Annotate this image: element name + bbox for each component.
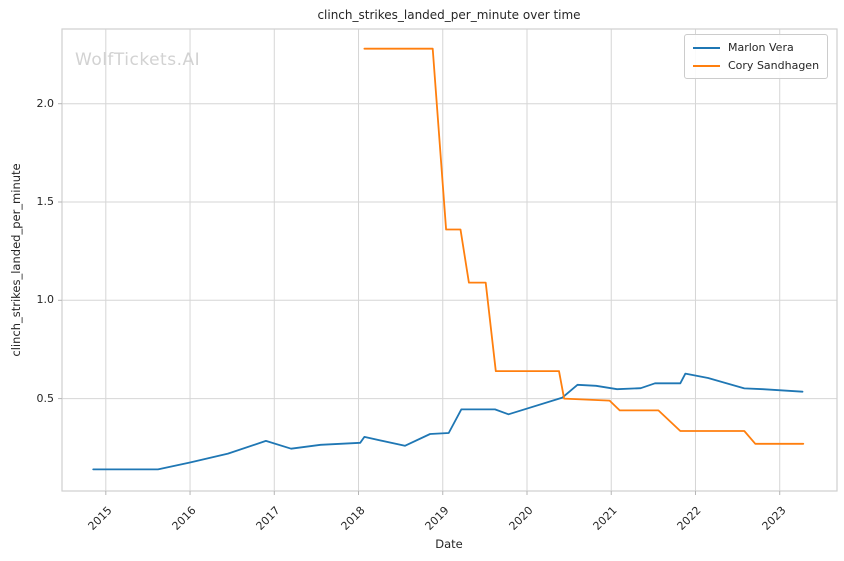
chart-title: clinch_strikes_landed_per_minute over ti… — [317, 8, 581, 22]
watermark: WolfTickets.AI — [75, 50, 201, 70]
legend-label-cory-sandhagen: Cory Sandhagen — [728, 59, 820, 72]
y-axis-label: clinch_strikes_landed_per_minute — [9, 163, 23, 357]
legend-item-cory-sandhagen: Cory Sandhagen — [693, 59, 819, 72]
legend-line-swatch-blue-icon — [693, 46, 720, 49]
legend: Marlon Vera Cory Sandhagen — [684, 34, 828, 79]
plot-border — [61, 28, 838, 492]
legend-line-swatch-orange-icon — [693, 64, 720, 67]
legend-label-marlon-vera: Marlon Vera — [728, 41, 794, 54]
y-tick-label-1.5: 1.5 — [36, 195, 55, 208]
x-axis-label: Date — [435, 537, 463, 551]
series-line-marlon-vera — [92, 372, 804, 471]
y-tick-label-0.5: 0.5 — [36, 391, 55, 405]
y-tick-label-1.0: 1.0 — [36, 293, 55, 307]
series-line-cory-sandhagen — [363, 47, 805, 445]
y-tick-label-2.0: 2.0 — [36, 96, 55, 110]
legend-item-marlon-vera: Marlon Vera — [693, 41, 819, 54]
